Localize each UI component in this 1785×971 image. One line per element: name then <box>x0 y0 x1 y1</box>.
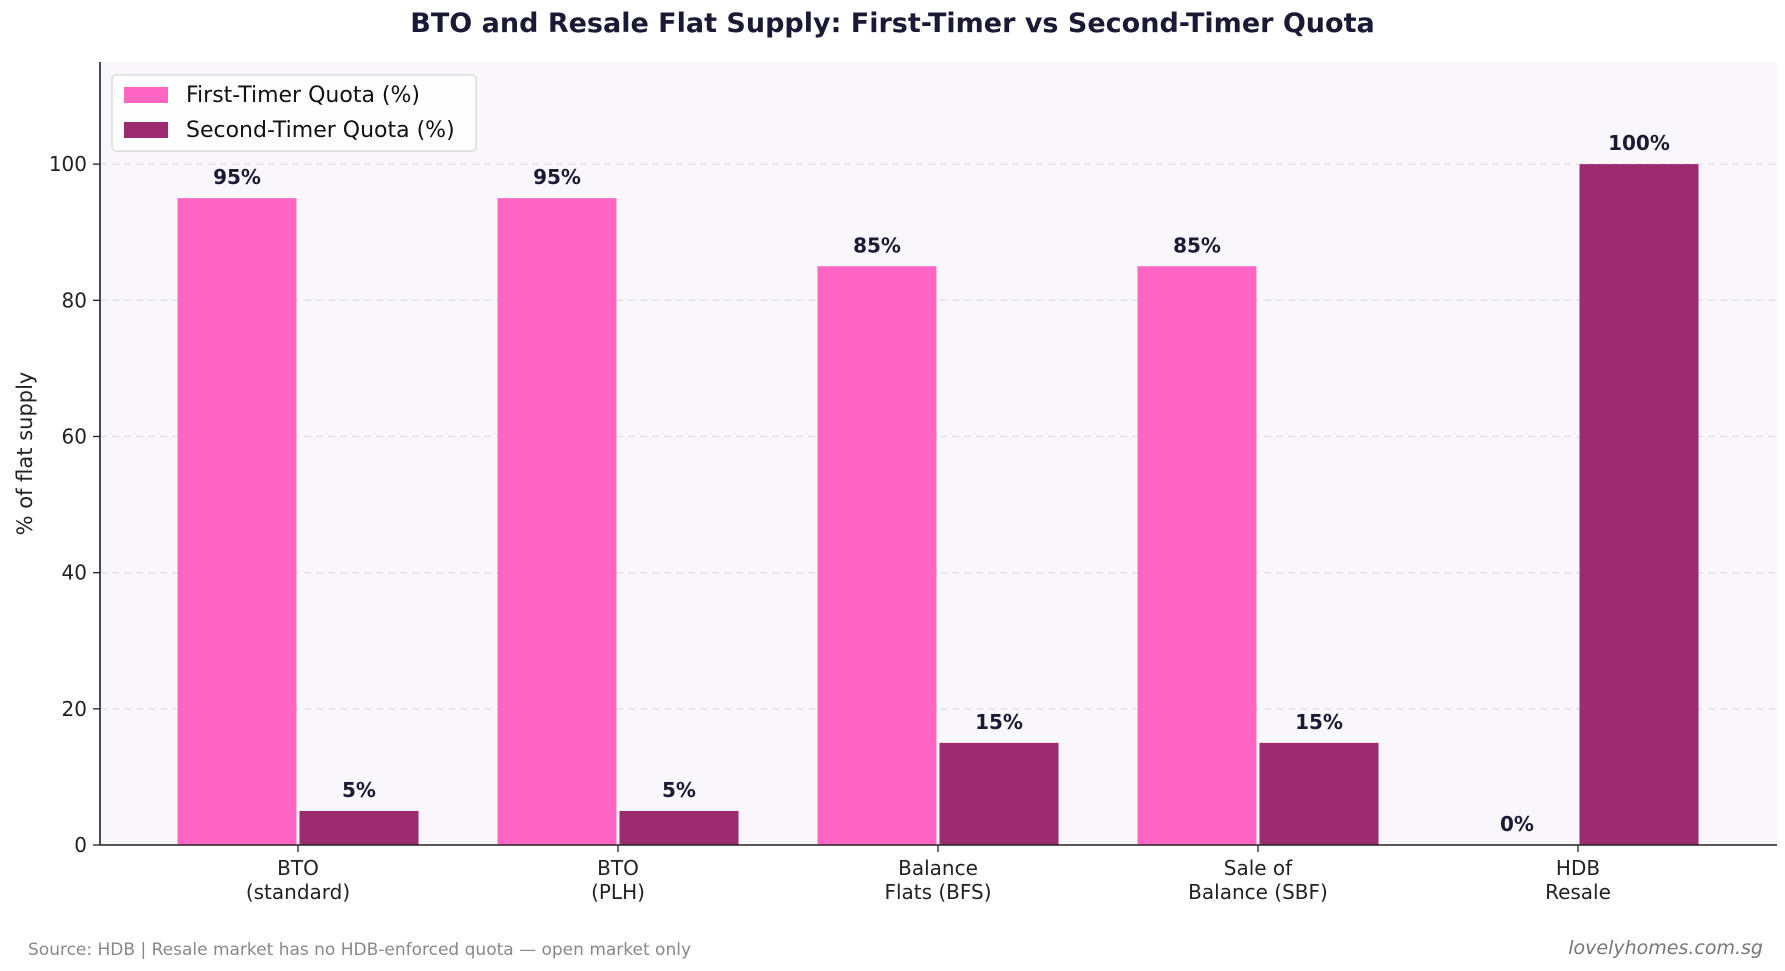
data-label: 0% <box>1500 812 1534 836</box>
y-tick-label: 20 <box>62 697 87 721</box>
bar <box>299 810 419 845</box>
x-tick-label: BTO <box>597 856 639 880</box>
legend-swatch <box>124 122 168 138</box>
legend-entry: Second-Timer Quota (%) <box>186 118 455 143</box>
source-note: Source: HDB | Resale market has no HDB-e… <box>28 940 692 960</box>
x-tick-label: Balance (SBF) <box>1188 880 1328 904</box>
y-tick-label: 40 <box>62 561 87 585</box>
y-tick-label: 100 <box>49 152 87 176</box>
bar <box>619 810 739 845</box>
bar <box>1259 742 1379 845</box>
data-label: 15% <box>975 710 1023 734</box>
x-tick-label: Flats (BFS) <box>884 880 991 904</box>
x-tick-label: HDB <box>1556 856 1600 880</box>
y-tick-label: 0 <box>74 833 87 857</box>
legend-entry: First-Timer Quota (%) <box>186 83 420 108</box>
data-label: 85% <box>853 233 901 257</box>
x-tick-label: Sale of <box>1224 856 1293 880</box>
bar <box>497 198 617 845</box>
y-axis-label: % of flat supply <box>13 372 37 536</box>
data-label: 5% <box>342 778 376 802</box>
y-tick-label: 80 <box>62 288 87 312</box>
chart-title: BTO and Resale Flat Supply: First-Timer … <box>410 8 1375 39</box>
x-tick-label: Balance <box>898 856 978 880</box>
x-tick-label: BTO <box>277 856 319 880</box>
bar <box>1579 164 1699 845</box>
bar <box>817 266 937 845</box>
x-tick-label: Resale <box>1545 880 1611 904</box>
y-tick-label: 60 <box>62 424 87 448</box>
x-tick-label: (standard) <box>246 880 350 904</box>
data-label: 5% <box>662 778 696 802</box>
data-label: 95% <box>213 165 261 189</box>
plot-area <box>100 62 1777 845</box>
bar <box>177 198 297 845</box>
bar <box>939 742 1059 845</box>
brand-credit: lovelyhomes.com.sg <box>1568 937 1763 959</box>
data-label: 95% <box>533 165 581 189</box>
x-tick-label: (PLH) <box>591 880 645 904</box>
legend <box>111 74 477 152</box>
legend-swatch <box>124 87 168 103</box>
data-label: 85% <box>1173 233 1221 257</box>
data-label: 100% <box>1608 131 1670 155</box>
data-label: 15% <box>1295 710 1343 734</box>
bar <box>1137 266 1257 845</box>
